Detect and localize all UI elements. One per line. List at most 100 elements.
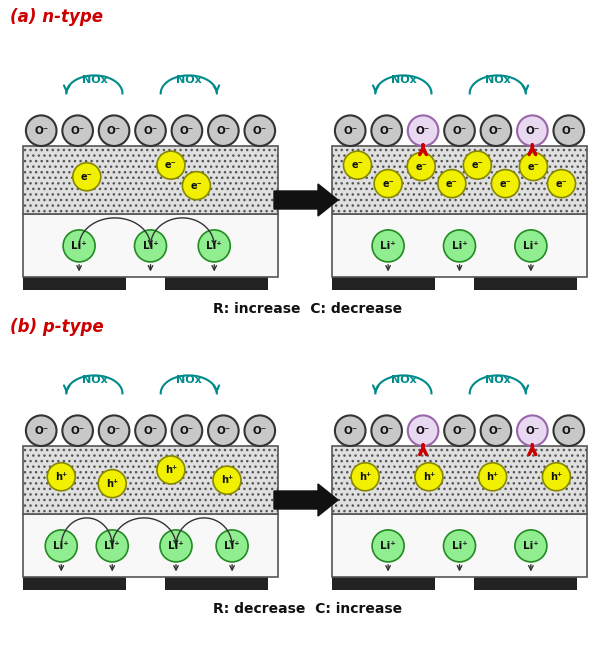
Circle shape <box>160 530 192 562</box>
Text: NOx: NOx <box>391 375 416 386</box>
Text: O⁻: O⁻ <box>416 126 430 135</box>
Text: NOx: NOx <box>81 75 107 85</box>
Circle shape <box>172 115 202 146</box>
Circle shape <box>26 115 57 146</box>
Text: NOx: NOx <box>176 75 201 85</box>
Text: e⁻: e⁻ <box>446 179 458 188</box>
Circle shape <box>63 230 95 262</box>
Circle shape <box>548 170 575 197</box>
Circle shape <box>372 530 404 562</box>
Circle shape <box>492 170 519 197</box>
Circle shape <box>517 115 548 146</box>
Text: NOx: NOx <box>485 75 511 85</box>
Circle shape <box>208 115 238 146</box>
Text: Li⁺: Li⁺ <box>452 241 468 251</box>
Text: O⁻: O⁻ <box>34 126 48 135</box>
Text: h⁺: h⁺ <box>164 465 177 475</box>
Circle shape <box>479 462 506 491</box>
Text: Li⁺: Li⁺ <box>206 241 222 251</box>
Text: e⁻: e⁻ <box>500 179 511 188</box>
Text: Li⁺: Li⁺ <box>71 241 87 251</box>
Circle shape <box>182 172 211 200</box>
FancyBboxPatch shape <box>23 515 278 577</box>
Circle shape <box>480 415 511 446</box>
Text: Li⁺: Li⁺ <box>104 541 120 551</box>
Text: O⁻: O⁻ <box>562 426 576 436</box>
Circle shape <box>135 115 166 146</box>
Circle shape <box>407 152 436 181</box>
FancyArrow shape <box>274 184 338 216</box>
Circle shape <box>480 115 511 146</box>
Text: O⁻: O⁻ <box>489 126 503 135</box>
Circle shape <box>98 470 126 498</box>
Text: e⁻: e⁻ <box>165 160 177 170</box>
Circle shape <box>351 462 379 491</box>
Circle shape <box>444 530 476 562</box>
Text: NOx: NOx <box>485 375 511 386</box>
Text: h⁺: h⁺ <box>487 471 499 482</box>
Circle shape <box>374 170 402 197</box>
Circle shape <box>172 415 202 446</box>
Text: Li⁺: Li⁺ <box>523 241 539 251</box>
Circle shape <box>198 230 230 262</box>
Text: O⁻: O⁻ <box>379 426 394 436</box>
Circle shape <box>554 415 584 446</box>
Text: NOx: NOx <box>391 75 416 85</box>
FancyBboxPatch shape <box>332 515 587 577</box>
Text: O⁻: O⁻ <box>452 426 467 436</box>
FancyBboxPatch shape <box>332 146 587 214</box>
Text: O⁻: O⁻ <box>144 126 158 135</box>
Circle shape <box>157 456 185 484</box>
Text: O⁻: O⁻ <box>379 126 394 135</box>
Text: Li⁺: Li⁺ <box>143 241 158 251</box>
Text: O⁻: O⁻ <box>452 126 467 135</box>
Text: O⁻: O⁻ <box>107 126 121 135</box>
Circle shape <box>517 415 548 446</box>
Circle shape <box>519 152 548 181</box>
Text: O⁻: O⁻ <box>34 426 48 436</box>
Text: O⁻: O⁻ <box>253 426 267 436</box>
Circle shape <box>444 415 475 446</box>
FancyBboxPatch shape <box>332 446 587 515</box>
Circle shape <box>463 151 492 179</box>
Circle shape <box>515 530 547 562</box>
FancyBboxPatch shape <box>23 214 278 277</box>
Text: h⁺: h⁺ <box>221 475 233 485</box>
Text: (b) p-type: (b) p-type <box>10 317 103 335</box>
Circle shape <box>371 115 402 146</box>
Circle shape <box>245 115 275 146</box>
Circle shape <box>372 230 404 262</box>
Text: O⁻: O⁻ <box>216 126 230 135</box>
Text: O⁻: O⁻ <box>180 126 194 135</box>
Text: O⁻: O⁻ <box>343 426 357 436</box>
Text: h⁺: h⁺ <box>550 471 562 482</box>
FancyArrow shape <box>274 484 338 516</box>
FancyBboxPatch shape <box>23 446 278 515</box>
Text: h⁺: h⁺ <box>423 471 435 482</box>
Circle shape <box>245 415 275 446</box>
Text: O⁻: O⁻ <box>70 426 85 436</box>
Text: O⁻: O⁻ <box>343 126 357 135</box>
Text: Li⁺: Li⁺ <box>452 541 468 551</box>
Circle shape <box>135 415 166 446</box>
Text: R: increase  C: decrease: R: increase C: decrease <box>213 302 403 316</box>
FancyBboxPatch shape <box>23 577 126 590</box>
Circle shape <box>515 230 547 262</box>
Text: O⁻: O⁻ <box>416 426 430 436</box>
Circle shape <box>408 115 439 146</box>
Circle shape <box>408 415 439 446</box>
Text: e⁻: e⁻ <box>527 161 540 172</box>
FancyBboxPatch shape <box>23 146 278 214</box>
Circle shape <box>554 115 584 146</box>
Circle shape <box>335 415 365 446</box>
Circle shape <box>62 115 93 146</box>
Text: Li⁺: Li⁺ <box>523 541 539 551</box>
Text: NOx: NOx <box>81 375 107 386</box>
Text: O⁻: O⁻ <box>489 426 503 436</box>
Circle shape <box>45 530 77 562</box>
Circle shape <box>47 462 75 491</box>
Text: Li⁺: Li⁺ <box>380 241 396 251</box>
Text: O⁻: O⁻ <box>107 426 121 436</box>
FancyBboxPatch shape <box>164 577 268 590</box>
Text: e⁻: e⁻ <box>471 160 483 170</box>
